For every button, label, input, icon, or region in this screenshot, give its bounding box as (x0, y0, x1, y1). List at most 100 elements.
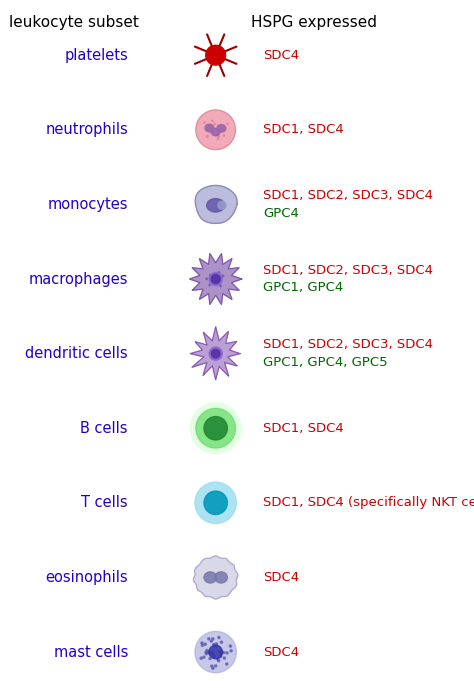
Ellipse shape (209, 273, 222, 286)
Text: SDC4: SDC4 (263, 49, 299, 61)
Ellipse shape (215, 644, 218, 647)
Ellipse shape (218, 125, 219, 126)
Ellipse shape (201, 644, 203, 647)
Ellipse shape (213, 133, 215, 135)
Ellipse shape (207, 199, 225, 212)
Ellipse shape (207, 135, 209, 137)
Ellipse shape (218, 272, 220, 273)
Ellipse shape (210, 132, 211, 133)
Ellipse shape (217, 125, 226, 132)
Text: platelets: platelets (64, 48, 128, 63)
Ellipse shape (222, 651, 225, 653)
Ellipse shape (212, 653, 214, 656)
Ellipse shape (212, 638, 214, 640)
Ellipse shape (212, 120, 213, 121)
Text: SDC1, SDC2, SDC3, SDC4: SDC1, SDC2, SDC3, SDC4 (263, 338, 433, 351)
Ellipse shape (211, 128, 220, 136)
Ellipse shape (196, 408, 236, 448)
Ellipse shape (210, 651, 213, 654)
Ellipse shape (209, 645, 222, 659)
Ellipse shape (218, 660, 220, 662)
Ellipse shape (211, 275, 220, 284)
Ellipse shape (226, 652, 228, 654)
Ellipse shape (213, 656, 215, 658)
Ellipse shape (213, 644, 215, 646)
Ellipse shape (205, 124, 214, 132)
Ellipse shape (217, 275, 219, 276)
Text: mast cells: mast cells (54, 644, 128, 660)
Ellipse shape (226, 663, 228, 665)
Text: B cells: B cells (81, 421, 128, 435)
Polygon shape (193, 556, 238, 599)
Ellipse shape (209, 652, 210, 654)
Ellipse shape (217, 138, 219, 139)
Ellipse shape (223, 135, 225, 136)
Ellipse shape (219, 650, 221, 652)
Ellipse shape (209, 347, 222, 360)
Ellipse shape (215, 282, 217, 284)
Ellipse shape (220, 277, 222, 278)
Ellipse shape (215, 643, 218, 645)
Text: neutrophils: neutrophils (45, 122, 128, 137)
Ellipse shape (200, 657, 202, 660)
Ellipse shape (206, 649, 208, 651)
Ellipse shape (214, 124, 215, 125)
Ellipse shape (215, 665, 217, 667)
Ellipse shape (196, 110, 236, 150)
Text: SDC4: SDC4 (263, 571, 299, 584)
Ellipse shape (205, 651, 207, 653)
Ellipse shape (205, 653, 208, 655)
Ellipse shape (230, 650, 232, 652)
Text: GPC4: GPC4 (263, 207, 299, 220)
Text: SDC1, SDC2, SDC3, SDC4: SDC1, SDC2, SDC3, SDC4 (263, 264, 433, 277)
Ellipse shape (218, 636, 220, 638)
Ellipse shape (213, 644, 215, 646)
Ellipse shape (204, 122, 205, 124)
Ellipse shape (222, 275, 224, 277)
Text: SDC1, SDC4 (specifically NKT cells): SDC1, SDC4 (specifically NKT cells) (263, 496, 474, 509)
Ellipse shape (204, 572, 217, 583)
Ellipse shape (210, 128, 211, 130)
Ellipse shape (209, 284, 210, 286)
Ellipse shape (206, 278, 208, 279)
Text: GPC1, GPC4, GPC5: GPC1, GPC4, GPC5 (263, 356, 388, 369)
Ellipse shape (211, 349, 220, 358)
Ellipse shape (210, 640, 212, 642)
Polygon shape (195, 186, 237, 224)
Ellipse shape (218, 136, 219, 138)
Text: HSPG expressed: HSPG expressed (251, 15, 377, 30)
Ellipse shape (195, 631, 237, 673)
Ellipse shape (220, 641, 223, 643)
Ellipse shape (220, 652, 222, 654)
Ellipse shape (219, 282, 220, 283)
Ellipse shape (219, 656, 222, 658)
Ellipse shape (215, 572, 228, 583)
Polygon shape (190, 253, 242, 304)
Ellipse shape (216, 284, 217, 285)
Ellipse shape (220, 285, 221, 287)
Ellipse shape (210, 275, 211, 276)
Text: SDC4: SDC4 (263, 646, 299, 658)
Ellipse shape (212, 667, 214, 669)
Text: monocytes: monocytes (47, 197, 128, 212)
Ellipse shape (204, 417, 228, 440)
Text: SDC1, SDC4: SDC1, SDC4 (263, 422, 344, 435)
Text: SDC1, SDC4: SDC1, SDC4 (263, 124, 344, 137)
Ellipse shape (217, 658, 219, 660)
Ellipse shape (208, 129, 209, 130)
Ellipse shape (191, 403, 241, 453)
Ellipse shape (206, 46, 226, 65)
Ellipse shape (209, 658, 211, 660)
Ellipse shape (203, 656, 205, 658)
Ellipse shape (204, 643, 206, 645)
Text: dendritic cells: dendritic cells (25, 346, 128, 361)
Ellipse shape (229, 645, 231, 647)
Ellipse shape (206, 136, 208, 137)
Text: eosinophils: eosinophils (46, 570, 128, 585)
Text: T cells: T cells (82, 495, 128, 511)
Ellipse shape (227, 123, 228, 124)
Text: macrophages: macrophages (28, 272, 128, 286)
Ellipse shape (221, 127, 222, 128)
Text: leukocyte subset: leukocyte subset (9, 15, 139, 30)
Ellipse shape (201, 642, 203, 644)
